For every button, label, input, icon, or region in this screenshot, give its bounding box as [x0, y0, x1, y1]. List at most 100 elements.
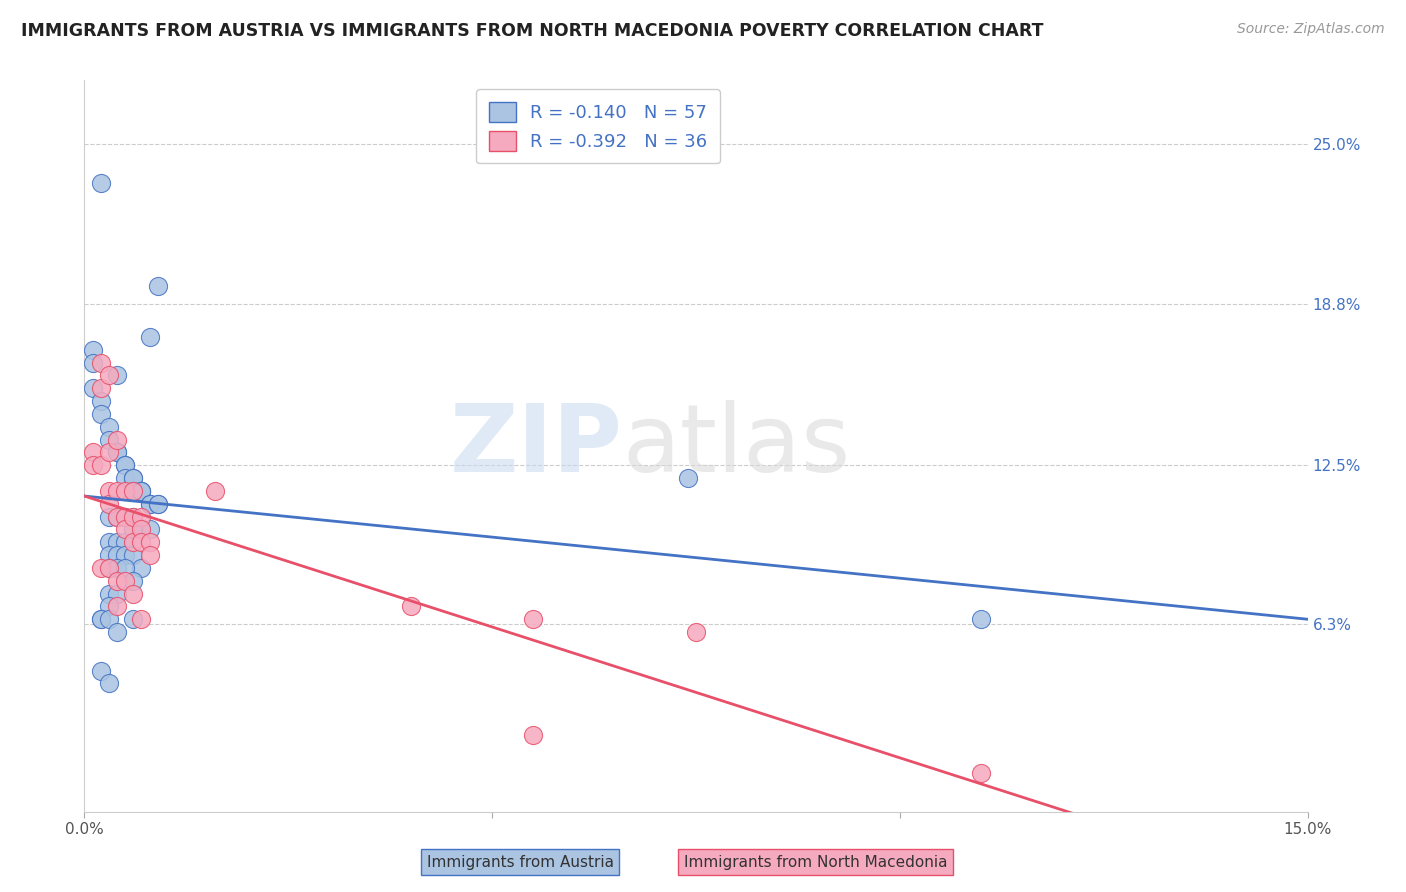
Point: [122, 586, 145, 600]
Point: [97, 497, 120, 511]
Point: [97, 548, 120, 562]
Point: [90, 381, 112, 395]
Text: Immigrants from Austria: Immigrants from Austria: [426, 855, 614, 870]
Point: [97, 599, 120, 614]
Point: [105, 625, 128, 640]
Legend: R = -0.140   N = 57, R = -0.392   N = 36: R = -0.140 N = 57, R = -0.392 N = 36: [477, 89, 720, 163]
Point: [676, 471, 699, 485]
Point: [122, 612, 145, 626]
Point: [138, 330, 160, 344]
Text: Immigrants from North Macedonia: Immigrants from North Macedonia: [683, 855, 948, 870]
Point: [138, 497, 160, 511]
Point: [82, 458, 104, 473]
Point: [105, 509, 128, 524]
Point: [146, 278, 169, 293]
Point: [131, 483, 153, 498]
Point: [138, 523, 160, 537]
Point: [122, 483, 145, 498]
Point: [138, 548, 160, 562]
Point: [97, 561, 120, 575]
Point: [970, 612, 993, 626]
Point: [97, 586, 120, 600]
Point: [97, 433, 120, 447]
Point: [97, 483, 120, 498]
Point: [131, 523, 153, 537]
Point: [114, 509, 136, 524]
Point: [399, 599, 422, 614]
Point: [105, 574, 128, 588]
Point: [105, 599, 128, 614]
Point: [82, 343, 104, 357]
Point: [970, 766, 993, 780]
Point: [90, 458, 112, 473]
Point: [105, 509, 128, 524]
Point: [114, 509, 136, 524]
Point: [90, 612, 112, 626]
Point: [522, 612, 544, 626]
Point: [82, 445, 104, 459]
Point: [97, 509, 120, 524]
Point: [97, 612, 120, 626]
Point: [131, 483, 153, 498]
Point: [122, 471, 145, 485]
Point: [114, 535, 136, 549]
Text: IMMIGRANTS FROM AUSTRIA VS IMMIGRANTS FROM NORTH MACEDONIA POVERTY CORRELATION C: IMMIGRANTS FROM AUSTRIA VS IMMIGRANTS FR…: [21, 22, 1043, 40]
Point: [114, 548, 136, 562]
Point: [114, 483, 136, 498]
Point: [122, 574, 145, 588]
Point: [138, 535, 160, 549]
Text: Source: ZipAtlas.com: Source: ZipAtlas.com: [1237, 22, 1385, 37]
Point: [131, 483, 153, 498]
Point: [114, 574, 136, 588]
Point: [90, 355, 112, 369]
Point: [105, 548, 128, 562]
Point: [90, 612, 112, 626]
Point: [105, 445, 128, 459]
Point: [122, 509, 145, 524]
Point: [131, 612, 153, 626]
Point: [97, 419, 120, 434]
Point: [122, 483, 145, 498]
Point: [114, 471, 136, 485]
Point: [131, 561, 153, 575]
Point: [105, 483, 128, 498]
Point: [97, 676, 120, 690]
Point: [114, 561, 136, 575]
Point: [105, 368, 128, 383]
Point: [105, 586, 128, 600]
Point: [97, 561, 120, 575]
Text: ZIP: ZIP: [450, 400, 623, 492]
Point: [90, 407, 112, 421]
Point: [138, 497, 160, 511]
Point: [131, 509, 153, 524]
Point: [105, 535, 128, 549]
Point: [114, 458, 136, 473]
Point: [122, 535, 145, 549]
Point: [122, 548, 145, 562]
Point: [90, 176, 112, 190]
Point: [105, 561, 128, 575]
Point: [114, 458, 136, 473]
Point: [114, 523, 136, 537]
Point: [97, 535, 120, 549]
Point: [97, 368, 120, 383]
Text: atlas: atlas: [623, 400, 851, 492]
Point: [122, 509, 145, 524]
Point: [122, 471, 145, 485]
Point: [146, 497, 169, 511]
Point: [90, 394, 112, 409]
Point: [105, 445, 128, 459]
Point: [685, 625, 707, 640]
Point: [97, 445, 120, 459]
Point: [522, 728, 544, 742]
Point: [105, 433, 128, 447]
Point: [131, 535, 153, 549]
Point: [82, 355, 104, 369]
Point: [131, 523, 153, 537]
Point: [90, 664, 112, 678]
Point: [82, 381, 104, 395]
Point: [146, 497, 169, 511]
Point: [122, 523, 145, 537]
Point: [90, 561, 112, 575]
Point: [204, 483, 226, 498]
